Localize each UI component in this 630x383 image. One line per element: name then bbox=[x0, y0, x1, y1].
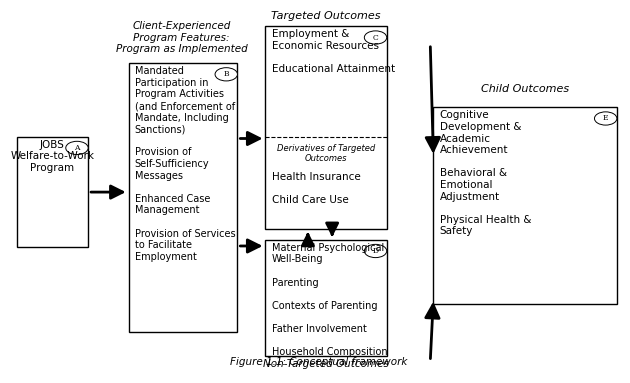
Text: Derivatives of Targeted
Outcomes: Derivatives of Targeted Outcomes bbox=[277, 144, 375, 163]
Text: A: A bbox=[74, 144, 80, 152]
Bar bbox=[129, 63, 238, 332]
Text: E: E bbox=[603, 115, 609, 123]
Text: Mandated
Participation in
Program Activities
(and Enforcement of
Mandate, Includ: Mandated Participation in Program Activi… bbox=[135, 66, 236, 262]
Text: Figure 1.1: Conceptual framework: Figure 1.1: Conceptual framework bbox=[229, 357, 407, 367]
Bar bbox=[433, 108, 617, 304]
Text: C: C bbox=[373, 33, 379, 41]
Text: Health Insurance

Child Care Use: Health Insurance Child Care Use bbox=[272, 172, 360, 205]
Text: Employment &
Economic Resources

Educational Attainment: Employment & Economic Resources Educatio… bbox=[272, 29, 395, 74]
Text: Client-Experienced
Program Features:
Program as Implemented: Client-Experienced Program Features: Pro… bbox=[115, 21, 248, 54]
Text: Non-Targeted Outcomes: Non-Targeted Outcomes bbox=[263, 359, 389, 369]
Bar bbox=[16, 137, 88, 247]
Text: JOBS
Welfare-to-Work
Program: JOBS Welfare-to-Work Program bbox=[10, 140, 94, 173]
Text: Targeted Outcomes: Targeted Outcomes bbox=[271, 11, 381, 21]
Bar bbox=[265, 26, 387, 229]
Text: B: B bbox=[224, 70, 229, 78]
Text: Maternal Psychological
Well-Being

Parenting

Contexts of Parenting

Father Invo: Maternal Psychological Well-Being Parent… bbox=[272, 243, 387, 357]
Text: Cognitive
Development &
Academic
Achievement

Behavioral &
Emotional
Adjustment
: Cognitive Development & Academic Achieve… bbox=[440, 110, 531, 236]
Bar bbox=[265, 240, 387, 356]
Text: Child Outcomes: Child Outcomes bbox=[481, 84, 570, 94]
Text: D: D bbox=[372, 247, 379, 255]
Circle shape bbox=[364, 244, 387, 258]
Circle shape bbox=[215, 68, 238, 81]
Circle shape bbox=[595, 112, 617, 125]
Circle shape bbox=[66, 141, 88, 155]
Circle shape bbox=[364, 31, 387, 44]
